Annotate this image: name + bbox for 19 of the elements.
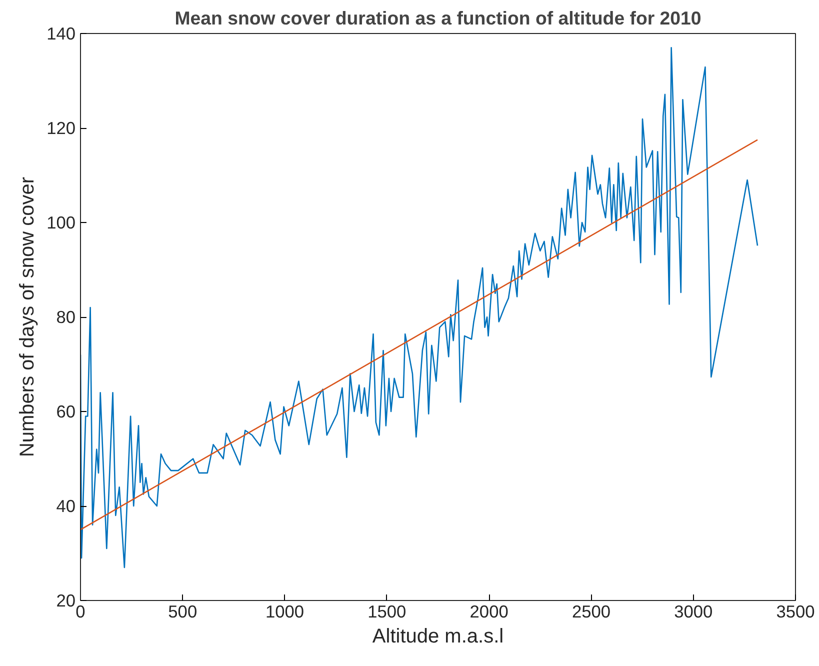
y-axis-title: Numbers of days of snow cover [16,176,39,458]
y-tick-label: 80 [56,307,76,327]
x-tick-label: 3000 [674,602,713,622]
x-tick-label: 2500 [572,602,611,622]
x-tick-label: 1000 [266,602,304,622]
x-tick-label: 2000 [470,602,508,622]
x-axis-title: Altitude m.a.s.l [372,626,504,648]
y-tick-label: 100 [46,212,76,232]
y-tick-label: 40 [56,496,76,516]
chart-title: Mean snow cover duration as a function of altitude for 2010 [174,8,702,28]
x-tick-label: 1500 [368,602,406,622]
x-tick-label: 500 [168,602,198,622]
y-tick-label: 120 [46,118,76,138]
line-series [80,47,758,568]
y-tick-label: 20 [56,590,76,610]
x-tick-label: 3500 [776,602,815,622]
x-tick-label: 0 [76,602,86,622]
y-tick-label: 60 [56,402,76,422]
y-tick-label: 140 [46,24,76,44]
